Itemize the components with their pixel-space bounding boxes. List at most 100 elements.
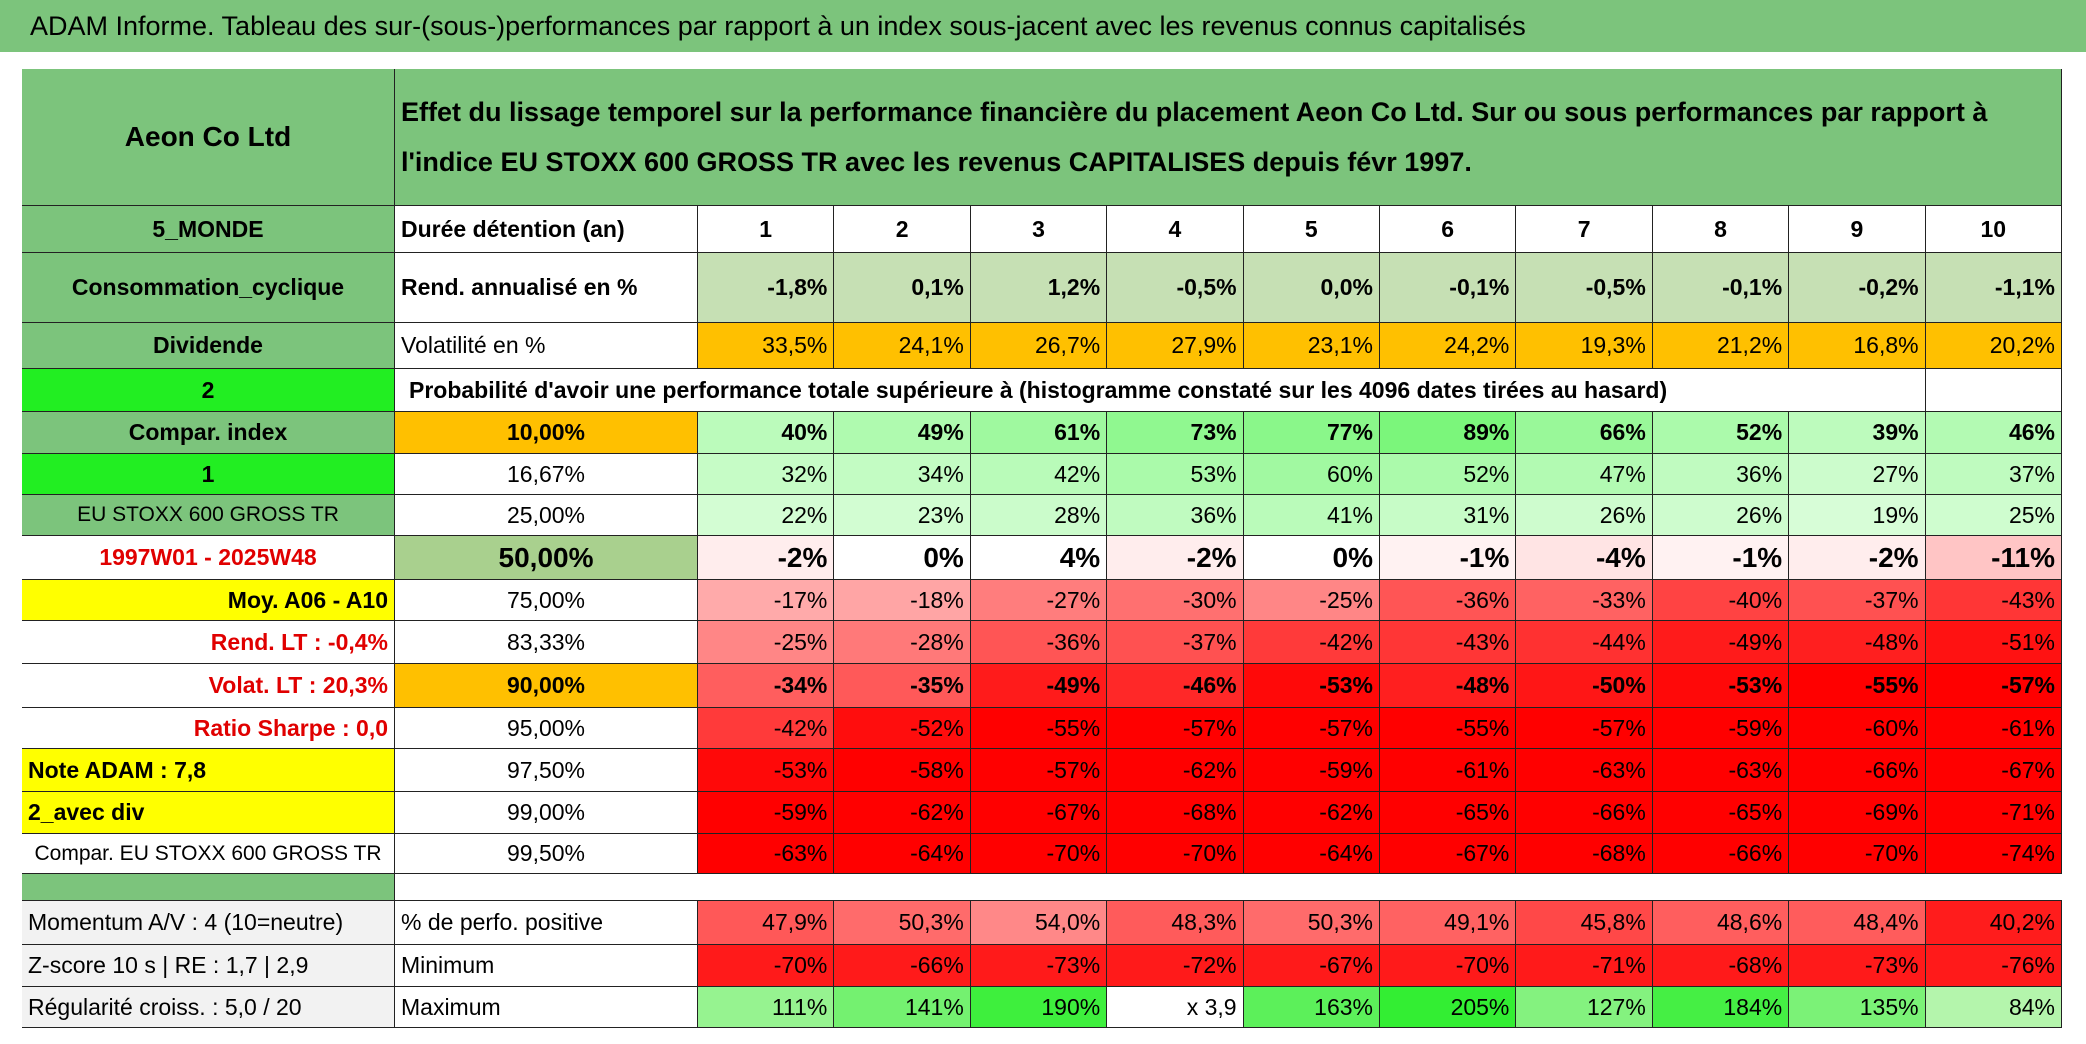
cell: -70% <box>1107 834 1244 874</box>
cell: 127% <box>1516 987 1653 1028</box>
cell: 19,3% <box>1516 323 1653 369</box>
cell: -53% <box>698 749 835 792</box>
cell: -2% <box>1107 536 1244 580</box>
cell: 40,2% <box>1925 901 2062 945</box>
cell: 25% <box>1925 495 2062 536</box>
cell: 52% <box>1652 412 1790 454</box>
cell: 2 <box>834 206 971 253</box>
cell: -62% <box>834 792 971 834</box>
cell: 23% <box>834 495 971 536</box>
cell: -57% <box>1516 708 1653 749</box>
cell: -76% <box>1925 945 2062 987</box>
cell: Ratio Sharpe : 0,0 <box>22 708 395 749</box>
cell: -30% <box>1107 580 1244 621</box>
cell: -64% <box>834 834 971 874</box>
cell: -11% <box>1925 536 2062 580</box>
cell: Volatilité en % <box>395 323 698 369</box>
cell: -36% <box>1380 580 1517 621</box>
cell: -68% <box>1107 792 1244 834</box>
cell: 60% <box>1243 454 1380 495</box>
cell: 50,3% <box>834 901 971 945</box>
cell: 21,2% <box>1652 323 1790 369</box>
cell: 53% <box>1107 454 1244 495</box>
cell: -1% <box>1652 536 1790 580</box>
cell: 83,33% <box>395 621 698 664</box>
cell: Probabilité d'avoir une performance tota… <box>395 369 1926 412</box>
cell: -49% <box>1652 621 1790 664</box>
cell: 141% <box>834 987 971 1028</box>
cell: 9 <box>1789 206 1926 253</box>
cell: -61% <box>1925 708 2062 749</box>
cell: 39% <box>1789 412 1926 454</box>
cell: -66% <box>1789 749 1926 792</box>
cell: -61% <box>1380 749 1517 792</box>
cell: -0,2% <box>1789 253 1926 323</box>
cell: 5 <box>1243 206 1380 253</box>
cell: 50,3% <box>1243 901 1380 945</box>
cell: -51% <box>1925 621 2062 664</box>
cell: 77% <box>1243 412 1380 454</box>
cell: -43% <box>1380 621 1517 664</box>
cell: -34% <box>698 664 835 708</box>
cell: -71% <box>1925 792 2062 834</box>
cell: -59% <box>1243 749 1380 792</box>
cell: 27,9% <box>1107 323 1244 369</box>
cell: 61% <box>970 412 1108 454</box>
cell: 163% <box>1243 987 1380 1028</box>
cell: 34% <box>834 454 971 495</box>
cell: -48% <box>1789 621 1926 664</box>
cell: -67% <box>970 792 1108 834</box>
cell: x 3,9 <box>1107 987 1244 1028</box>
cell: 49,1% <box>1380 901 1517 945</box>
cell: 95,00% <box>395 708 698 749</box>
cell: 23,1% <box>1243 323 1380 369</box>
cell: Momentum A/V : 4 (10=neutre) <box>22 901 395 945</box>
cell: 42% <box>970 454 1108 495</box>
cell: -64% <box>1243 834 1380 874</box>
cell: 24,2% <box>1380 323 1517 369</box>
cell: 90,00% <box>395 664 698 708</box>
cell: 33,5% <box>698 323 835 369</box>
cell: 48,4% <box>1789 901 1926 945</box>
cell: 99,50% <box>395 834 698 874</box>
cell: -40% <box>1652 580 1790 621</box>
cell: Note ADAM : 7,8 <box>22 749 395 792</box>
cell: Compar. EU STOXX 600 GROSS TR <box>22 834 395 874</box>
cell: -67% <box>1925 749 2062 792</box>
cell: 47,9% <box>698 901 835 945</box>
cell: -70% <box>1789 834 1926 874</box>
cell: -0,1% <box>1380 253 1517 323</box>
cell: -2% <box>1789 536 1926 580</box>
cell: 135% <box>1789 987 1926 1028</box>
cell: -66% <box>834 945 971 987</box>
cell: -65% <box>1652 792 1790 834</box>
cell: 24,1% <box>834 323 971 369</box>
cell: 4 <box>1107 206 1244 253</box>
cell: -66% <box>1652 834 1790 874</box>
cell: -57% <box>1925 664 2062 708</box>
cell: 41% <box>1243 495 1380 536</box>
cell: -53% <box>1652 664 1790 708</box>
cell: -62% <box>1243 792 1380 834</box>
cell: 36% <box>1107 495 1244 536</box>
cell: 1 <box>22 454 395 495</box>
cell: 73% <box>1107 412 1244 454</box>
cell: -68% <box>1516 834 1653 874</box>
cell: 40% <box>698 412 835 454</box>
cell: 66% <box>1516 412 1653 454</box>
cell: 16,67% <box>395 454 698 495</box>
cell: -63% <box>698 834 835 874</box>
cell: -57% <box>1107 708 1244 749</box>
cell: -53% <box>1243 664 1380 708</box>
cell: 28% <box>970 495 1108 536</box>
cell: -27% <box>970 580 1108 621</box>
cell: 16,8% <box>1789 323 1926 369</box>
cell: Régularité croiss. : 5,0 / 20 <box>22 987 395 1028</box>
cell: -2% <box>698 536 835 580</box>
cell: 25,00% <box>395 495 698 536</box>
cell: Z-score 10 s | RE : 1,7 | 2,9 <box>22 945 395 987</box>
cell: 99,00% <box>395 792 698 834</box>
cell: -67% <box>1380 834 1517 874</box>
cell: 184% <box>1652 987 1790 1028</box>
